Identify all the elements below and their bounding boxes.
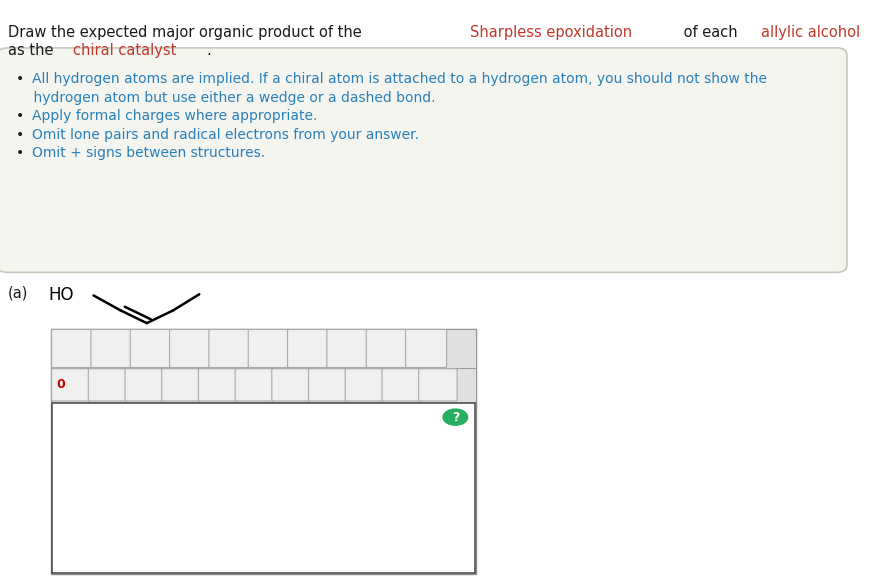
FancyBboxPatch shape	[406, 329, 447, 368]
FancyBboxPatch shape	[235, 369, 274, 401]
FancyBboxPatch shape	[130, 329, 171, 368]
FancyBboxPatch shape	[162, 369, 200, 401]
FancyBboxPatch shape	[209, 329, 250, 368]
Bar	[51, 329, 476, 368]
Text: Omit + signs between structures.: Omit + signs between structures.	[32, 146, 265, 160]
Text: hydrogen atom but use either a wedge or a dashed bond.: hydrogen atom but use either a wedge or …	[16, 91, 435, 104]
Circle shape	[443, 409, 468, 425]
Text: Draw the expected major organic product of the: Draw the expected major organic product …	[8, 25, 366, 40]
FancyBboxPatch shape	[52, 329, 93, 368]
FancyBboxPatch shape	[327, 329, 368, 368]
FancyBboxPatch shape	[382, 369, 420, 401]
Text: HO: HO	[48, 286, 73, 304]
Text: ?: ?	[452, 411, 459, 424]
FancyBboxPatch shape	[309, 369, 347, 401]
FancyBboxPatch shape	[88, 369, 127, 401]
Text: as the: as the	[8, 43, 58, 58]
Text: allylic alcohol: allylic alcohol	[761, 25, 860, 40]
FancyBboxPatch shape	[288, 329, 329, 368]
FancyBboxPatch shape	[419, 369, 457, 401]
Text: All hydrogen atoms are implied. If a chiral atom is attached to a hydrogen atom,: All hydrogen atoms are implied. If a chi…	[32, 72, 767, 86]
Text: .: .	[206, 43, 211, 58]
FancyBboxPatch shape	[272, 369, 310, 401]
FancyBboxPatch shape	[52, 369, 90, 401]
Bar	[52, 403, 475, 573]
Text: chiral catalyst: chiral catalyst	[73, 43, 176, 58]
Text: of each: of each	[679, 25, 743, 40]
Text: Sharpless epoxidation: Sharpless epoxidation	[470, 25, 633, 40]
Text: •: •	[16, 72, 28, 86]
FancyBboxPatch shape	[170, 329, 211, 368]
FancyBboxPatch shape	[125, 369, 163, 401]
Text: •: •	[16, 128, 28, 141]
FancyBboxPatch shape	[248, 329, 289, 368]
Text: •: •	[16, 146, 28, 160]
Text: Omit lone pairs and radical electrons from your answer.: Omit lone pairs and radical electrons fr…	[32, 128, 419, 141]
FancyBboxPatch shape	[345, 369, 384, 401]
Bar	[51, 368, 476, 402]
FancyBboxPatch shape	[91, 329, 132, 368]
Bar	[51, 329, 476, 574]
FancyBboxPatch shape	[0, 48, 847, 272]
Text: 0: 0	[57, 379, 66, 391]
FancyBboxPatch shape	[198, 369, 237, 401]
Text: (a): (a)	[8, 286, 28, 301]
Text: •: •	[16, 109, 28, 123]
FancyBboxPatch shape	[366, 329, 407, 368]
Text: Apply formal charges where appropriate.: Apply formal charges where appropriate.	[32, 109, 317, 123]
